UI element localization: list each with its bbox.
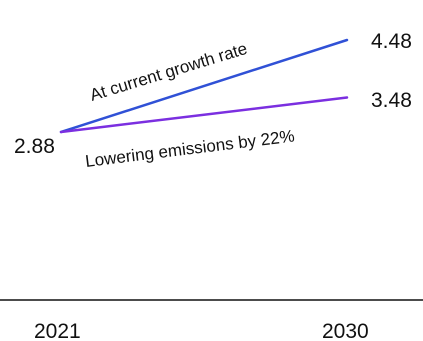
series-label-lowering-emissions: Lowering emissions by 22% bbox=[84, 126, 295, 171]
start-value-label: 2.88 bbox=[14, 135, 55, 158]
series-lines bbox=[59, 38, 349, 134]
end-value-label-series-2: 3.48 bbox=[371, 89, 412, 112]
series-label-current-growth: At current growth rate bbox=[88, 39, 250, 105]
series-line-2 bbox=[59, 96, 349, 134]
end-value-label-series-1: 4.48 bbox=[371, 30, 412, 53]
x-tick-label-2030: 2030 bbox=[322, 320, 369, 341]
x-tick-label-2021: 2021 bbox=[34, 320, 81, 341]
series-line-1 bbox=[59, 38, 349, 134]
